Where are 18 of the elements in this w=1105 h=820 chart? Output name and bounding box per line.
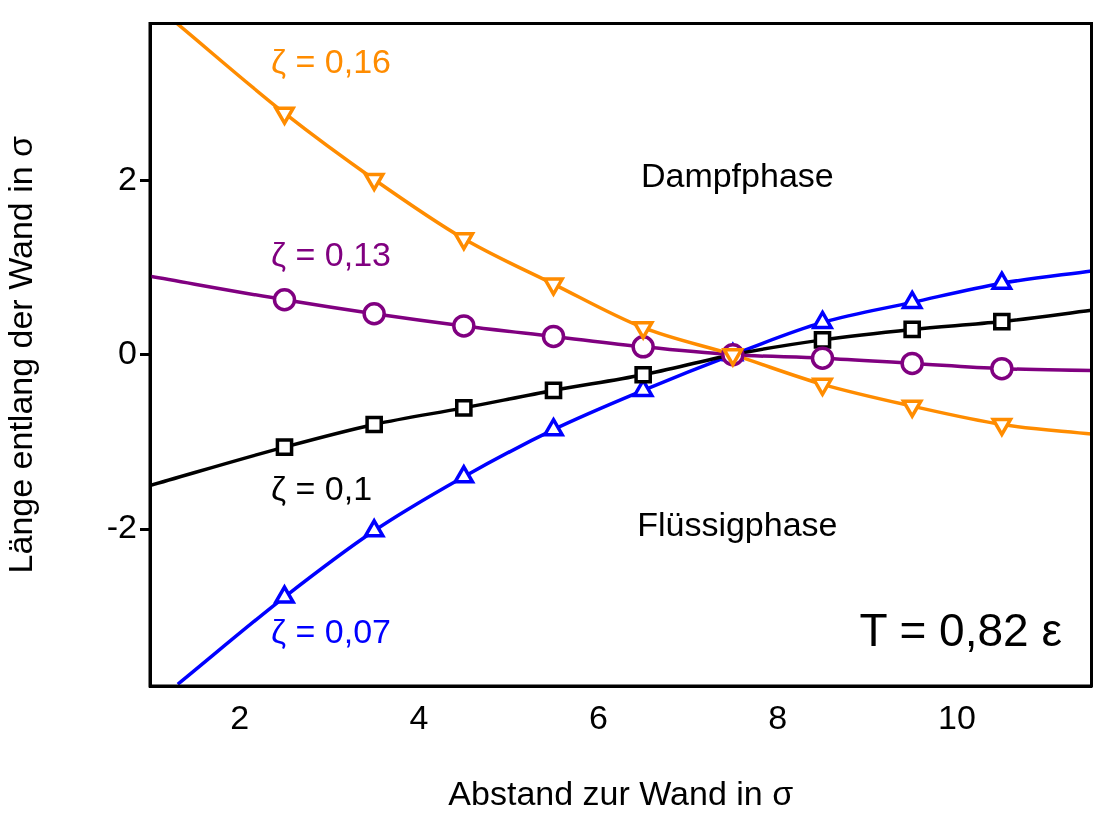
x-axis-title: Abstand zur Wand in σ: [448, 773, 794, 812]
x-tick-label: 6: [588, 697, 608, 736]
series-label: ζ = 0,16: [271, 41, 391, 80]
annotation: Dampfphase: [640, 156, 834, 195]
series-label: ζ = 0,13: [271, 235, 391, 274]
annotation: T = 0,82 ε: [859, 603, 1062, 656]
annotation: Flüssigphase: [637, 504, 838, 543]
y-axis-title: Länge entlang der Wand in σ: [0, 135, 39, 574]
x-tick-label: 2: [230, 697, 250, 736]
y-tick-label: 2: [118, 158, 137, 197]
series-label: ζ = 0,07: [271, 612, 391, 651]
y-tick-label: 0: [118, 333, 137, 372]
x-tick-label: 4: [409, 697, 429, 736]
line-series: [175, 23, 1092, 437]
y-tick-label: -2: [106, 507, 137, 546]
x-tick-label: 10: [938, 697, 976, 736]
series-label: ζ = 0,1: [271, 469, 373, 508]
x-tick-label: 8: [768, 697, 788, 736]
